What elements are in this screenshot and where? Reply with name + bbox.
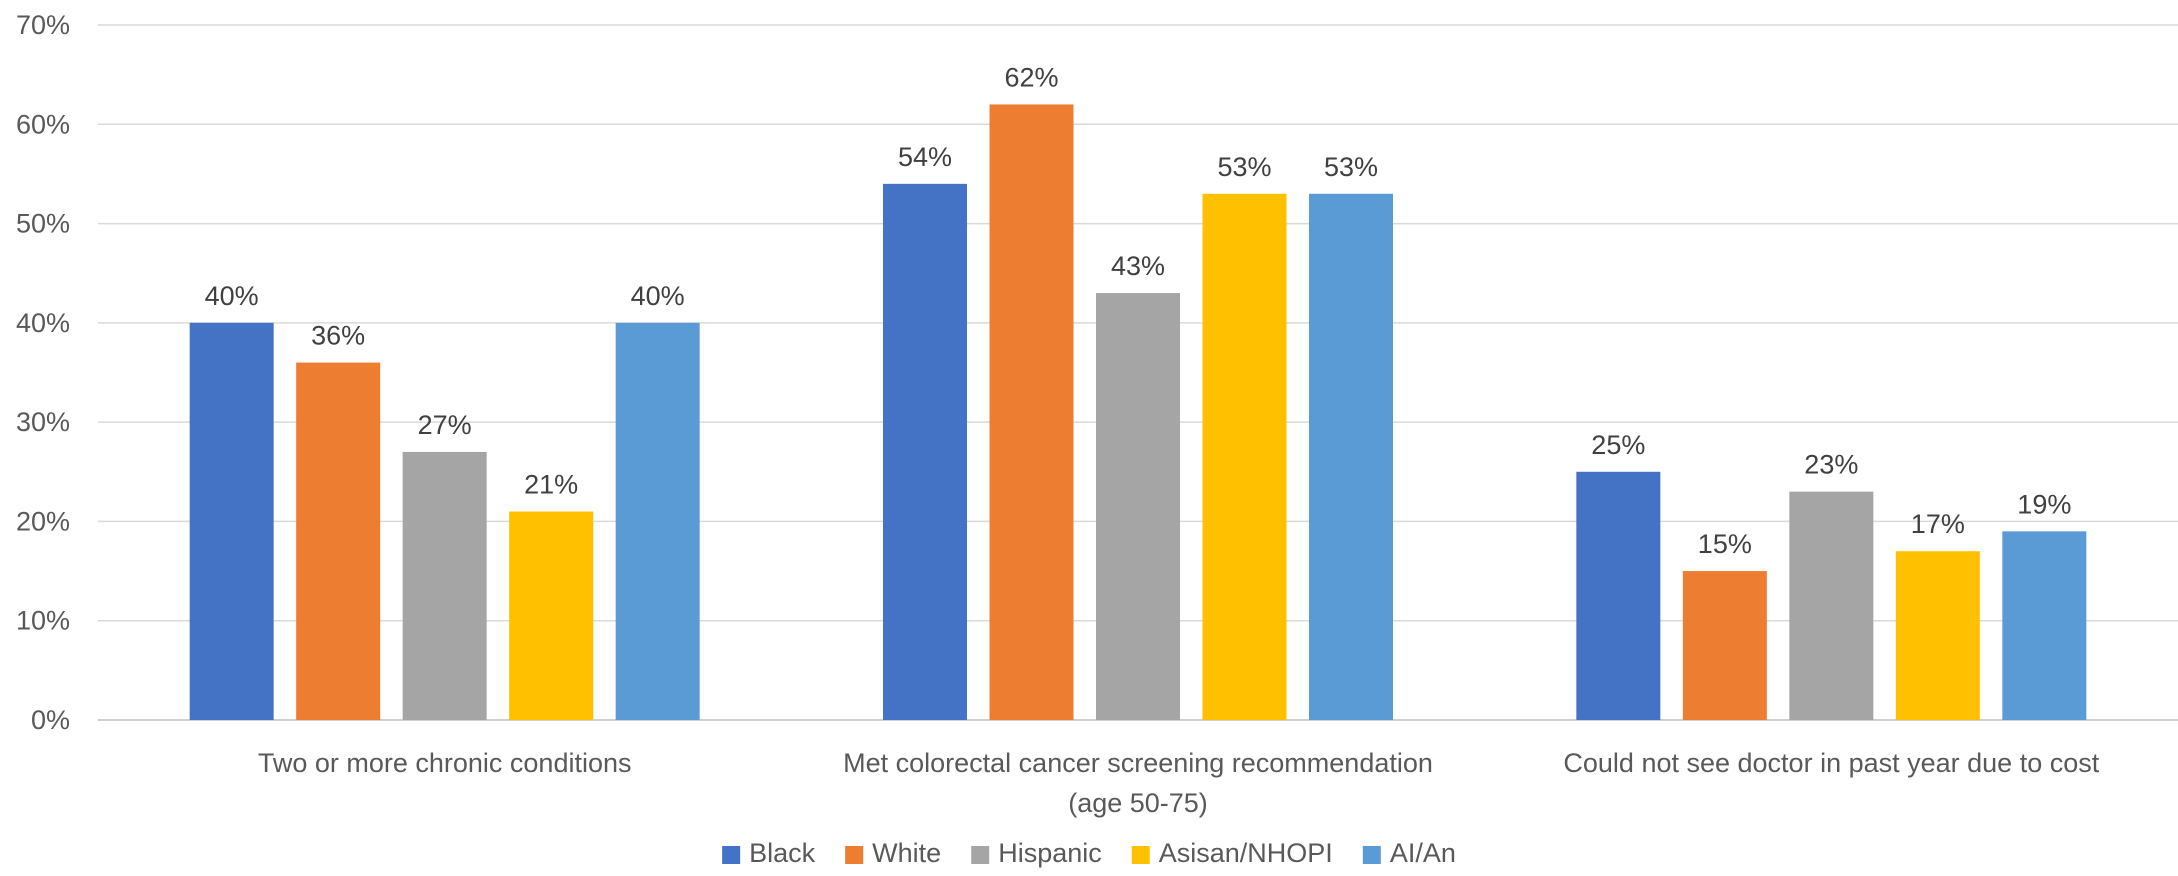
legend: Black White Hispanic Asisan/NHOPI AI/An (722, 838, 1456, 868)
legend-swatch (1362, 846, 1381, 864)
legend-label: Asisan/NHOPI (1159, 838, 1333, 868)
legend-swatch (971, 846, 990, 864)
bar-ai-an (615, 322, 700, 720)
bar-black (189, 322, 274, 720)
y-tick-label: 0% (31, 705, 70, 735)
legend-item: Hispanic (971, 838, 1102, 868)
bar-white (989, 104, 1074, 720)
data-label: 62% (1004, 62, 1058, 92)
y-tick-label: 40% (16, 308, 70, 338)
bars (189, 104, 2087, 721)
y-axis-tick-labels: 0% 10% 20% 30% 40% 50% 60% 70% (16, 10, 70, 735)
legend-item: White (845, 838, 941, 868)
bar-asisan-nhopi (509, 511, 594, 720)
category-label: Met colorectal cancer screening recommen… (843, 748, 1433, 778)
legend-label: AI/An (1390, 838, 1456, 868)
data-label: 54% (898, 142, 952, 172)
bar-asisan-nhopi (1895, 551, 1980, 720)
bar-black (1576, 471, 1661, 720)
category-label: Could not see doctor in past year due to… (1563, 748, 2099, 778)
bar-hispanic (402, 451, 487, 720)
legend-item: Asisan/NHOPI (1131, 838, 1333, 868)
legend-label: Black (749, 838, 816, 868)
bar-ai-an (2002, 531, 2087, 720)
y-tick-label: 60% (16, 109, 70, 139)
y-tick-label: 30% (16, 407, 70, 437)
category-label: (age 50-75) (1068, 788, 1208, 818)
data-label: 19% (2017, 489, 2071, 519)
data-label: 17% (1911, 509, 1965, 539)
data-labels: 40% 36% 27% 21% 40% 54% 62% 43% 53% 53% 25% 15% 23% 1… (205, 62, 2072, 559)
legend-label: Hispanic (998, 838, 1102, 868)
legend-swatch (722, 846, 741, 864)
bar-white (296, 362, 381, 720)
data-label: 23% (1804, 450, 1858, 480)
bar-hispanic (1789, 491, 1874, 720)
legend-label: White (872, 838, 941, 868)
data-label: 40% (205, 281, 259, 311)
y-tick-label: 20% (16, 506, 70, 536)
data-label: 53% (1324, 152, 1378, 182)
data-label: 21% (524, 470, 578, 500)
data-label: 25% (1591, 430, 1645, 460)
bar-asisan-nhopi (1202, 193, 1287, 721)
y-tick-label: 70% (16, 10, 70, 40)
legend-item: Black (722, 838, 816, 868)
legend-item: AI/An (1362, 838, 1456, 868)
x-axis-category-labels: Two or more chronic conditions Met colore… (258, 748, 2100, 818)
bar-black (883, 183, 967, 720)
legend-swatch (1131, 846, 1150, 864)
bar-ai-an (1309, 193, 1393, 721)
data-label: 53% (1217, 152, 1271, 182)
data-label: 15% (1698, 529, 1752, 559)
category-label: Two or more chronic conditions (258, 748, 632, 778)
data-label: 40% (631, 281, 685, 311)
legend-swatch (845, 846, 864, 864)
data-label: 27% (418, 410, 472, 440)
y-tick-label: 50% (16, 209, 70, 239)
y-tick-label: 10% (16, 606, 70, 636)
data-label: 43% (1111, 251, 1165, 281)
bar-white (1682, 571, 1767, 720)
bar-hispanic (1096, 293, 1180, 720)
data-label: 36% (311, 321, 365, 351)
